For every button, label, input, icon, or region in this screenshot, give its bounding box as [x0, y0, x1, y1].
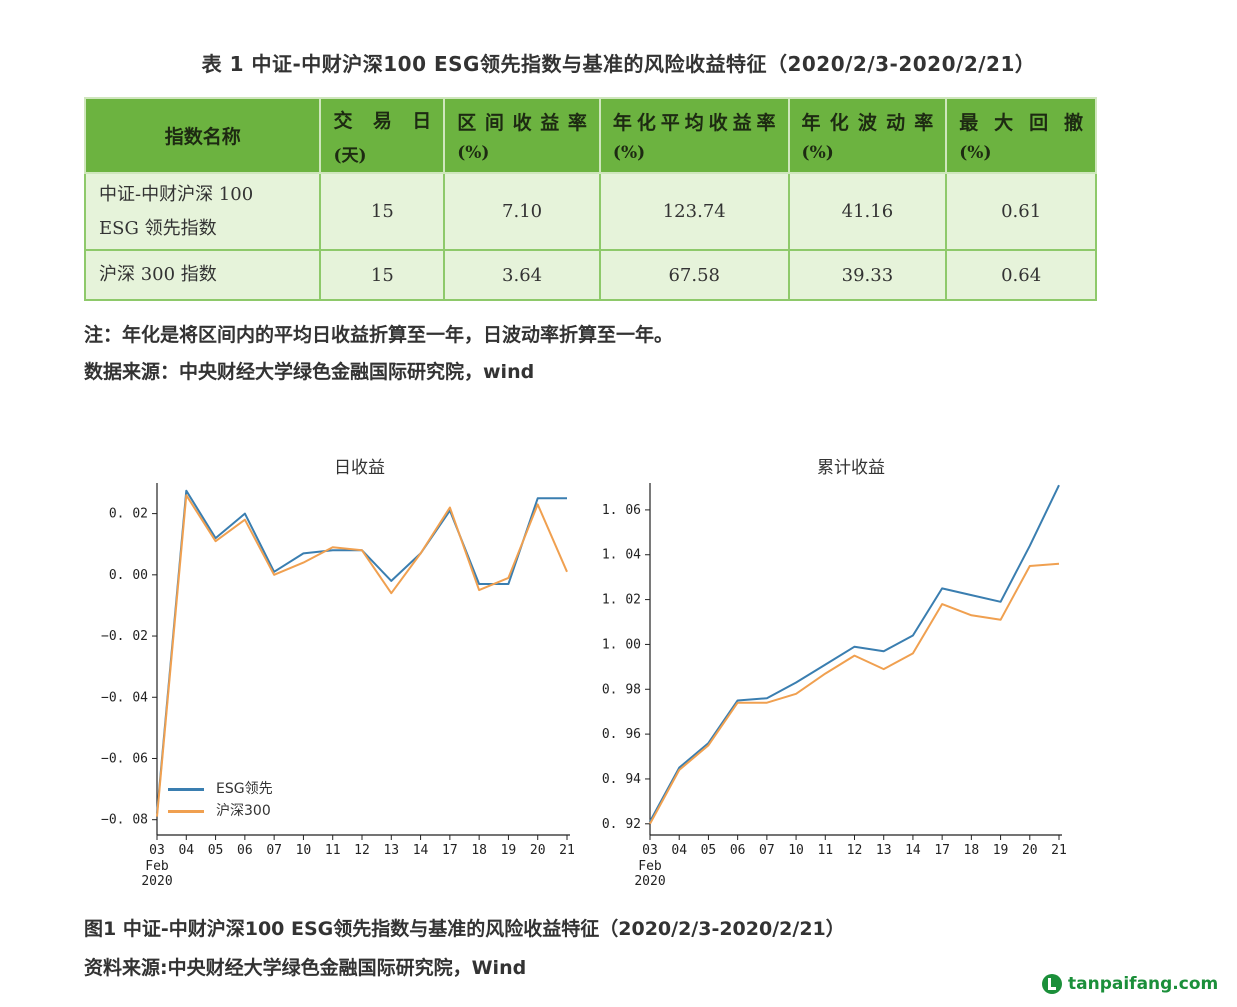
cell-annual-return: 67.58	[598, 249, 790, 301]
cell-annual-return: 123.74	[598, 172, 790, 251]
cumulative-x-sub-label: Feb	[638, 859, 662, 874]
daily-x-tick-label: 21	[559, 843, 575, 858]
cell-days: 15	[319, 249, 446, 301]
header-annual-return: 年化平均收益率 (%)	[598, 97, 790, 174]
daily-x-tick-label: 14	[413, 843, 429, 858]
daily-x-tick-label: 13	[383, 843, 399, 858]
daily-x-tick-label: 06	[237, 843, 253, 858]
daily-x-tick-label: 20	[530, 843, 546, 858]
cumulative-y-tick-label: 1. 02	[602, 593, 641, 608]
cell-index-name: 沪深 300 指数	[83, 249, 322, 301]
daily-x-sub-label: 2020	[141, 874, 172, 889]
cell-period-return: 3.64	[443, 249, 601, 301]
cell-days: 15	[319, 172, 446, 251]
cumulative-x-tick-label: 06	[730, 843, 746, 858]
table-row: 中证-中财沪深 100 ESG 领先指数 15 7.10 123.74 41.16…	[83, 172, 1097, 251]
daily-x-tick-label: 12	[354, 843, 370, 858]
cumulative-x-tick-label: 10	[788, 843, 804, 858]
table-note: 注：年化是将区间内的平均日收益折算至一年，日波动率折算至一年。	[84, 324, 674, 346]
legend-swatch-hs300	[168, 809, 204, 813]
daily-series-hs300-line	[156, 494, 568, 817]
daily-x-tick-label: 03	[149, 843, 165, 858]
cumulative-x-tick-label: 11	[817, 843, 833, 858]
cumulative-x-sub-label: 2020	[634, 874, 665, 889]
cell-max-drawdown: 0.64	[945, 249, 1097, 301]
legend-label-esg: ESG领先	[216, 781, 273, 797]
daily-x-tick-label: 17	[442, 843, 458, 858]
legend-label-hs300: 沪深300	[216, 803, 271, 819]
daily-y-tick-label: −0. 06	[101, 751, 148, 766]
cumulative-x-tick-label: 04	[671, 843, 687, 858]
cumulative-x-tick-label: 21	[1051, 843, 1067, 858]
cumulative-x-tick-label: 13	[876, 843, 892, 858]
chart-title-daily: 日收益	[334, 458, 385, 478]
daily-x-tick-label: 11	[325, 843, 341, 858]
daily-y-tick-label: −0. 02	[101, 629, 148, 644]
legend-item-hs300: 沪深300	[168, 800, 273, 822]
cell-annual-vol: 41.16	[787, 172, 948, 251]
cumulative-y-tick-label: 0. 98	[602, 682, 641, 697]
figure-caption: 图1 中证-中财沪深100 ESG领先指数与基准的风险收益特征（2020/2/3…	[84, 918, 845, 940]
daily-y-tick-label: −0. 04	[101, 690, 148, 705]
table-header-row: 指数名称 交易日 (天) 区间收益率 (%) 年化平均收益率 (%) 年化波动率 (%)…	[83, 97, 1097, 174]
cumulative-x-tick-label: 12	[847, 843, 863, 858]
cumulative-x-tick-label: 17	[934, 843, 950, 858]
cumulative-x-tick-label: 07	[759, 843, 775, 858]
daily-y-tick-label: −0. 08	[101, 813, 148, 828]
cumulative-x-tick-label: 20	[1022, 843, 1038, 858]
cumulative-y-tick-label: 0. 96	[602, 727, 641, 742]
daily-x-tick-label: 19	[501, 843, 517, 858]
cumulative-x-tick-label: 18	[964, 843, 980, 858]
watermark-text: tanpaifang.com	[1068, 974, 1219, 994]
cumulative-y-tick-label: 0. 92	[602, 817, 641, 832]
cumulative-series-hs300-line	[649, 562, 1060, 825]
watermark: tanpaifang.com	[1042, 974, 1218, 994]
table-row: 沪深 300 指数 15 3.64 67.58 39.33 0.64	[83, 249, 1097, 301]
cumulative-x-tick-label: 19	[993, 843, 1009, 858]
figure-source: 资料来源:中央财经大学绿色金融国际研究院，Wind	[84, 957, 527, 979]
cell-annual-vol: 39.33	[787, 249, 948, 301]
cell-index-name: 中证-中财沪深 100 ESG 领先指数	[83, 172, 322, 251]
cumulative-x-tick-label: 14	[905, 843, 921, 858]
cumulative-x-tick-label: 05	[701, 843, 717, 858]
cumulative-y-tick-label: 1. 04	[602, 548, 641, 563]
risk-return-table: 指数名称 交易日 (天) 区间收益率 (%) 年化平均收益率 (%) 年化波动率 (%)…	[83, 97, 1097, 301]
daily-x-sub-label: Feb	[145, 859, 169, 874]
table-title: 表 1 中证-中财沪深100 ESG领先指数与基准的风险收益特征（2020/2/…	[201, 52, 1036, 76]
cumulative-series-esg-line	[649, 484, 1060, 822]
chart-title-cumulative: 累计收益	[817, 458, 885, 478]
cumulative-y-tick-label: 1. 00	[602, 637, 641, 652]
daily-x-tick-label: 10	[296, 843, 312, 858]
header-max-drawdown: 最大回撤 (%)	[945, 97, 1097, 174]
cumulative-y-tick-label: 1. 06	[602, 503, 641, 518]
legend-swatch-esg	[168, 787, 204, 791]
daily-x-tick-label: 18	[471, 843, 487, 858]
header-annual-volatility: 年化波动率 (%)	[787, 97, 948, 174]
cumulative-x-tick-label: 03	[642, 843, 658, 858]
header-index-name: 指数名称	[83, 97, 322, 174]
daily-x-tick-label: 04	[178, 843, 194, 858]
daily-x-tick-label: 07	[266, 843, 282, 858]
header-trading-days: 交易日 (天)	[319, 97, 446, 174]
table-source: 数据来源：中央财经大学绿色金融国际研究院，wind	[84, 361, 535, 383]
chart-legend: ESG领先 沪深300	[168, 778, 273, 822]
header-period-return: 区间收益率 (%)	[443, 97, 601, 174]
daily-x-tick-label: 05	[208, 843, 224, 858]
cell-max-drawdown: 0.61	[945, 172, 1097, 251]
legend-item-esg: ESG领先	[168, 778, 273, 800]
cumulative-y-tick-label: 0. 94	[602, 772, 641, 787]
daily-y-tick-label: 0. 02	[109, 507, 148, 522]
daily-y-tick-label: 0. 00	[109, 568, 148, 583]
cell-period-return: 7.10	[443, 172, 601, 251]
tanpaifang-logo-icon	[1042, 974, 1062, 994]
